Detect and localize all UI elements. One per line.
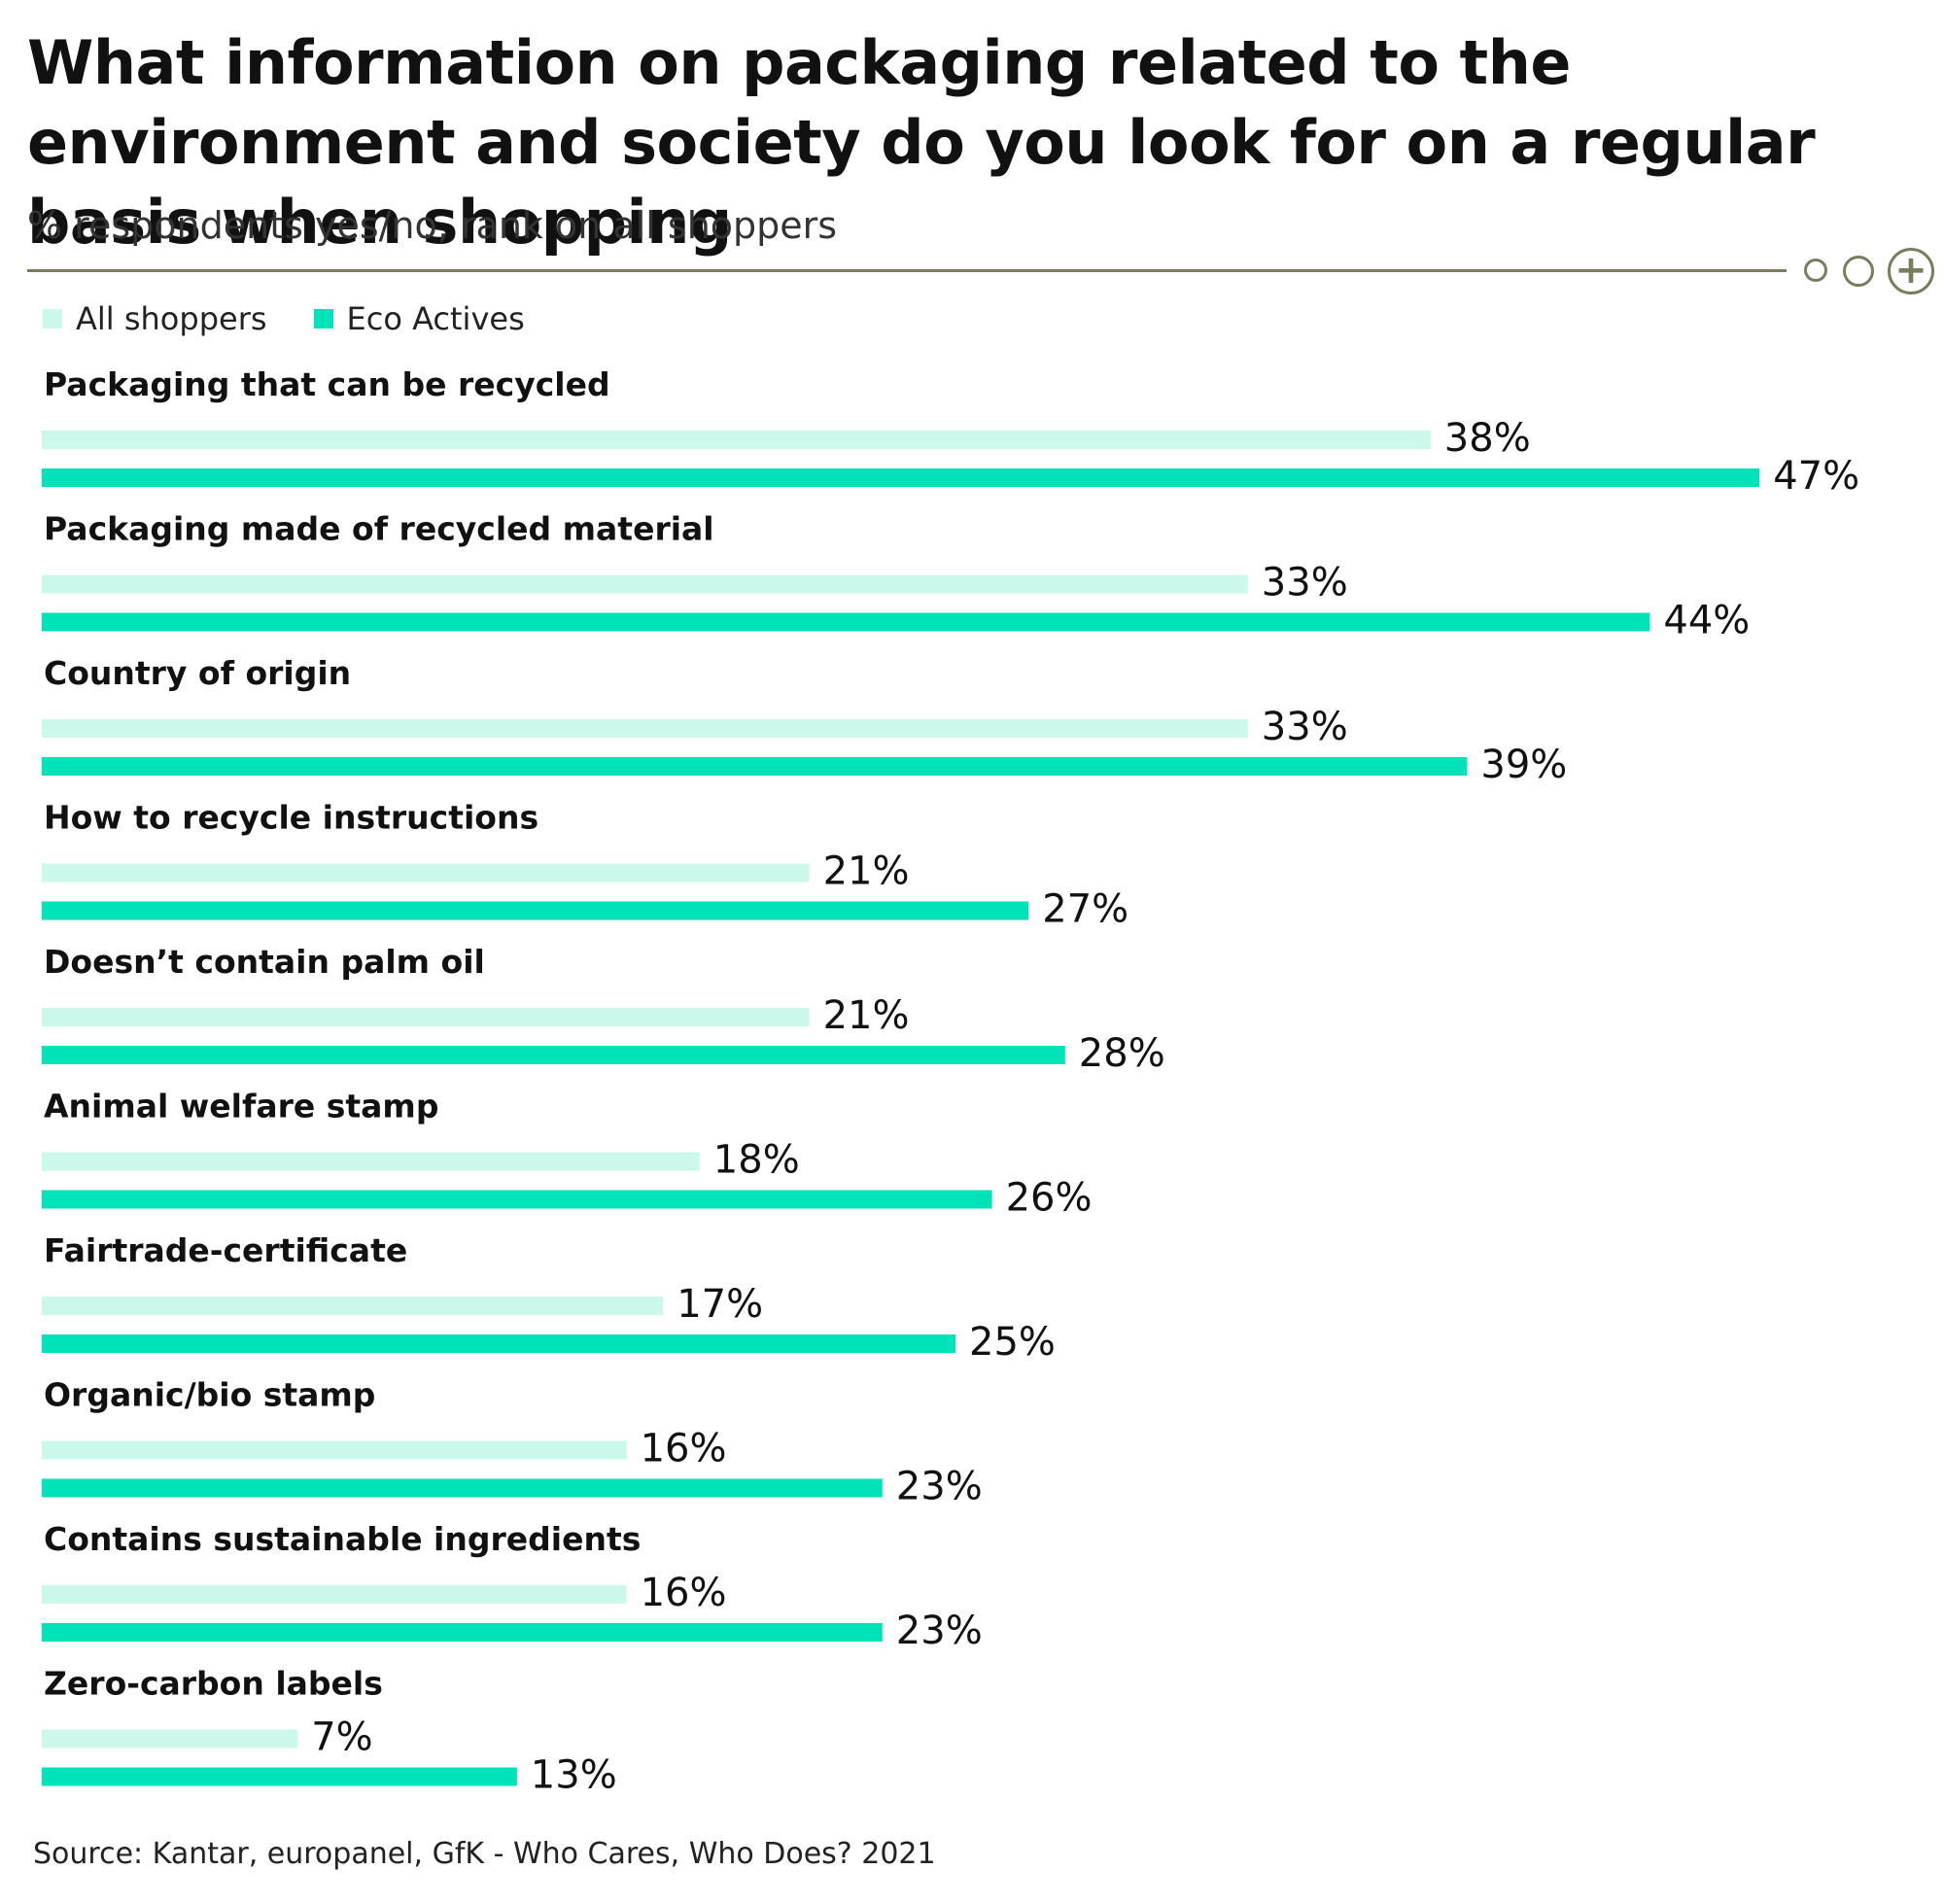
bar-eco-actives-animal-welfare-stamp xyxy=(42,1190,992,1209)
value-label-eco-actives-zero-carbon-labels: 13% xyxy=(531,1753,617,1798)
bar-all-shoppers-doesn-t-contain-palm-oil xyxy=(42,1008,810,1026)
value-label-all-shoppers-doesn-t-contain-palm-oil: 21% xyxy=(823,993,910,1038)
value-label-eco-actives-packaging-made-of-recycled-material: 44% xyxy=(1663,599,1750,643)
chart-legend: All shoppers Eco Actives xyxy=(43,299,572,338)
chart-subtitle: % respondents yes/no, rank on all shoppe… xyxy=(27,204,838,247)
value-label-all-shoppers-packaging-that-can-be-recycled: 38% xyxy=(1444,416,1531,461)
bar-all-shoppers-packaging-made-of-recycled-material xyxy=(42,574,1248,594)
category-label-organic-bio-stamp: Organic/bio stamp xyxy=(44,1376,375,1414)
value-label-eco-actives-organic-bio-stamp: 23% xyxy=(896,1465,983,1509)
small-circle-icon xyxy=(1804,259,1827,282)
bar-eco-actives-contains-sustainable-ingredients xyxy=(42,1623,883,1642)
value-label-all-shoppers-contains-sustainable-ingredients: 16% xyxy=(641,1571,727,1615)
bar-all-shoppers-packaging-that-can-be-recycled xyxy=(42,431,1431,449)
value-label-eco-actives-animal-welfare-stamp: 26% xyxy=(1006,1176,1093,1221)
bar-all-shoppers-animal-welfare-stamp xyxy=(42,1152,700,1171)
bar-all-shoppers-zero-carbon-labels xyxy=(42,1729,298,1748)
bar-eco-actives-fairtrade-certificate xyxy=(42,1334,955,1353)
legend-item-eco-actives: Eco Actives xyxy=(313,300,525,337)
legend-item-all-shoppers: All shoppers xyxy=(43,300,267,337)
category-label-contains-sustainable-ingredients: Contains sustainable ingredients xyxy=(44,1520,641,1558)
source-note: Source: Kantar, europanel, GfK - Who Car… xyxy=(33,1837,936,1871)
value-label-eco-actives-country-of-origin: 39% xyxy=(1480,743,1567,787)
bar-all-shoppers-fairtrade-certificate xyxy=(42,1297,664,1315)
medium-circle-icon xyxy=(1843,256,1874,287)
bar-chart: Packaging that can be recycled 38% 47% Pack… xyxy=(42,365,1859,1798)
bar-all-shoppers-organic-bio-stamp xyxy=(42,1440,627,1460)
bar-eco-actives-packaging-that-can-be-recycled xyxy=(42,468,1760,487)
legend-label-eco-actives: Eco Actives xyxy=(346,300,525,337)
value-label-eco-actives-doesn-t-contain-palm-oil: 28% xyxy=(1079,1031,1165,1076)
value-label-all-shoppers-country-of-origin: 33% xyxy=(1262,705,1348,749)
expand-plus-icon[interactable]: + xyxy=(1888,248,1934,294)
value-label-eco-actives-packaging-that-can-be-recycled: 47% xyxy=(1773,454,1859,499)
value-label-all-shoppers-animal-welfare-stamp: 18% xyxy=(713,1138,800,1183)
bar-eco-actives-doesn-t-contain-palm-oil xyxy=(42,1046,1065,1064)
legend-swatch-all-shoppers xyxy=(43,309,62,329)
value-label-all-shoppers-fairtrade-certificate: 17% xyxy=(677,1282,763,1327)
value-label-all-shoppers-how-to-recycle-instructions: 21% xyxy=(823,849,910,894)
bar-all-shoppers-contains-sustainable-ingredients xyxy=(42,1585,627,1604)
category-label-packaging-made-of-recycled-material: Packaging made of recycled material xyxy=(44,510,714,548)
legend-swatch-eco-actives xyxy=(313,309,333,329)
category-label-packaging-that-can-be-recycled: Packaging that can be recycled xyxy=(44,365,610,403)
value-label-eco-actives-how-to-recycle-instructions: 27% xyxy=(1042,887,1128,932)
chart-title: What information on packaging related to… xyxy=(27,27,1816,258)
value-label-all-shoppers-organic-bio-stamp: 16% xyxy=(641,1427,727,1471)
bar-eco-actives-organic-bio-stamp xyxy=(42,1478,883,1498)
bar-eco-actives-packaging-made-of-recycled-material xyxy=(42,612,1650,632)
header-divider xyxy=(27,269,1787,272)
category-label-country-of-origin: Country of origin xyxy=(44,654,351,692)
bar-all-shoppers-how-to-recycle-instructions xyxy=(42,863,810,883)
value-label-eco-actives-fairtrade-certificate: 25% xyxy=(969,1320,1056,1365)
category-label-how-to-recycle-instructions: How to recycle instructions xyxy=(44,799,538,837)
bar-eco-actives-how-to-recycle-instructions xyxy=(42,901,1029,920)
bar-eco-actives-zero-carbon-labels xyxy=(42,1767,517,1786)
value-label-all-shoppers-packaging-made-of-recycled-material: 33% xyxy=(1262,561,1348,606)
legend-label-all-shoppers: All shoppers xyxy=(76,300,267,337)
category-label-doesn-t-contain-palm-oil: Doesn’t contain palm oil xyxy=(44,943,485,981)
category-label-zero-carbon-labels: Zero-carbon labels xyxy=(44,1665,383,1703)
category-label-fairtrade-certificate: Fairtrade-certificate xyxy=(44,1231,407,1269)
bar-eco-actives-country-of-origin xyxy=(42,757,1468,776)
value-label-all-shoppers-zero-carbon-labels: 7% xyxy=(311,1715,372,1760)
value-label-eco-actives-contains-sustainable-ingredients: 23% xyxy=(896,1609,983,1653)
bar-all-shoppers-country-of-origin xyxy=(42,719,1248,738)
category-label-animal-welfare-stamp: Animal welfare stamp xyxy=(44,1088,438,1125)
